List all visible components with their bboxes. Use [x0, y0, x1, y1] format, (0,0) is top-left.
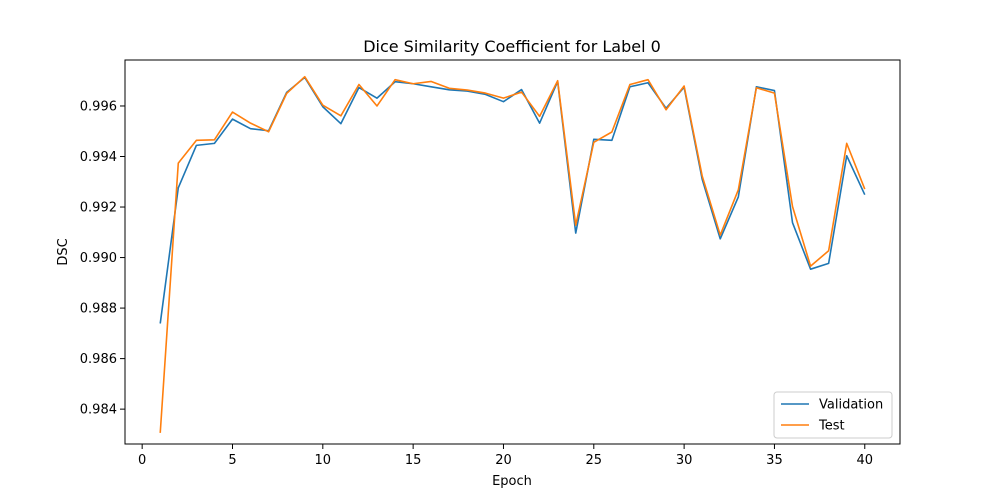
y-tick-label: 0.992	[80, 201, 117, 216]
x-axis-label: Epoch	[492, 474, 532, 489]
x-tick-label: 30	[676, 453, 693, 468]
x-tick-label: 10	[315, 453, 332, 468]
series-line-test	[159, 75, 866, 433]
y-tick-label: 0.990	[80, 251, 117, 266]
x-tick-label: 5	[228, 453, 236, 468]
legend-label-validation: Validation	[819, 398, 883, 413]
y-tick-label: 0.984	[80, 403, 117, 418]
x-tick-label: 0	[138, 453, 146, 468]
y-tick-label: 0.988	[80, 302, 117, 317]
series-layer	[159, 75, 866, 433]
x-tick-label: 40	[856, 453, 873, 468]
x-tick-label: 35	[766, 453, 783, 468]
x-axis-ticks: 0 5 10 15 20 25 30 35 40	[138, 444, 873, 468]
y-tick-label: 0.994	[80, 150, 117, 165]
plot-frame	[124, 59, 901, 445]
y-tick-label: 0.986	[80, 352, 117, 367]
x-tick-label: 25	[586, 453, 603, 468]
legend-label-test: Test	[818, 419, 845, 434]
y-tick-label: 0.996	[80, 99, 117, 114]
x-tick-label: 15	[405, 453, 422, 468]
x-tick-label: 20	[495, 453, 512, 468]
y-axis-label: DSC	[56, 238, 71, 265]
y-axis-ticks: 0.984 0.986 0.988 0.990 0.992 0.994 0.996	[80, 99, 125, 418]
legend: Validation Test	[773, 391, 893, 439]
chart-title: Dice Similarity Coefficient for Label 0	[363, 37, 661, 56]
